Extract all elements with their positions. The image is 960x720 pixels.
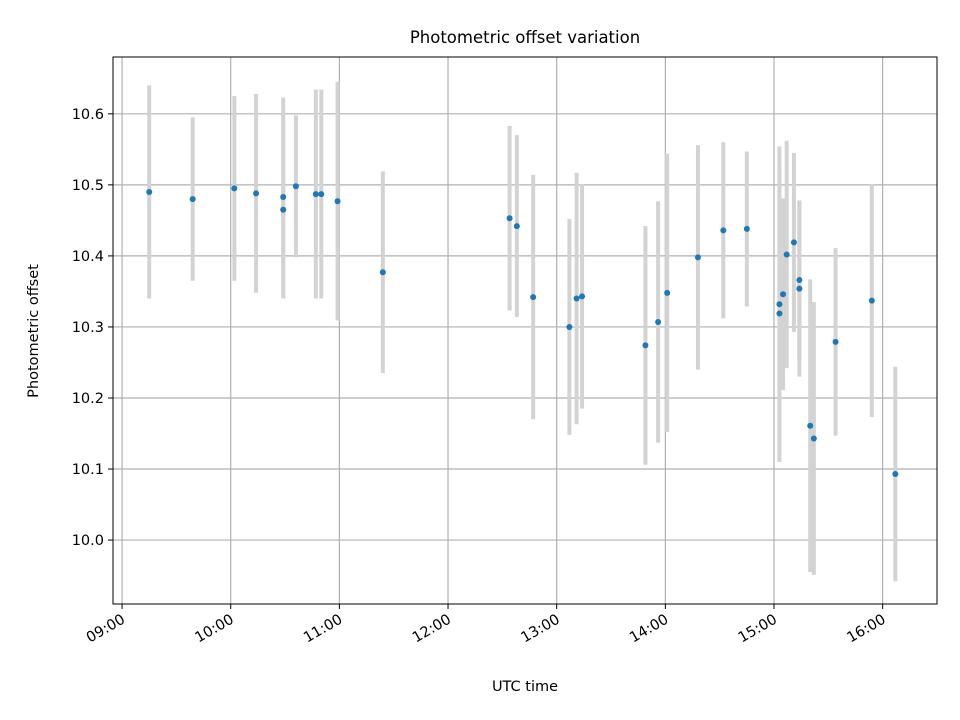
data-point — [694, 254, 701, 261]
y-axis-label: Photometric offset — [26, 264, 42, 398]
y-tick-label: 10.2 — [72, 391, 104, 407]
data-point — [807, 422, 814, 429]
data-point — [720, 227, 727, 234]
data-point — [810, 435, 817, 442]
data-point — [776, 310, 783, 317]
data-point — [231, 185, 238, 192]
y-tick-label: 10.3 — [72, 320, 104, 336]
data-point — [780, 291, 787, 298]
data-point — [312, 191, 319, 198]
y-tick-label: 10.1 — [72, 462, 104, 478]
data-point — [530, 294, 537, 301]
data-point — [146, 188, 153, 195]
data-point — [566, 323, 573, 330]
data-point — [832, 338, 839, 345]
data-point — [655, 318, 662, 325]
data-point — [783, 251, 790, 258]
data-point — [513, 223, 520, 230]
plot-area-frame — [112, 56, 938, 605]
y-tick-label: 10.6 — [72, 107, 104, 123]
data-point — [579, 293, 586, 300]
y-tick-label: 10.4 — [72, 249, 104, 265]
data-points — [146, 183, 899, 477]
data-point — [796, 285, 803, 292]
data-point — [868, 297, 875, 304]
data-point — [642, 342, 649, 349]
data-point — [790, 239, 797, 246]
data-point — [506, 215, 513, 222]
data-point — [664, 289, 671, 296]
data-point — [318, 191, 325, 198]
y-axis-ticks: 10.0 10.1 10.2 10.3 10.4 10.5 10.6 — [72, 107, 113, 549]
data-point — [280, 206, 287, 213]
data-point — [379, 269, 386, 276]
data-point — [292, 183, 299, 190]
y-tick-label: 10.0 — [72, 533, 104, 549]
data-point — [743, 225, 750, 232]
data-point — [796, 277, 803, 284]
data-point — [892, 470, 899, 477]
y-tick-label: 10.5 — [72, 178, 104, 194]
chart-title: Photometric offset variation — [410, 28, 640, 47]
data-point — [776, 301, 783, 308]
data-point — [189, 196, 196, 203]
x-axis-label: UTC time — [492, 679, 558, 695]
data-point — [334, 198, 341, 205]
data-point — [573, 295, 580, 302]
data-point — [280, 193, 287, 200]
data-point — [253, 190, 260, 197]
